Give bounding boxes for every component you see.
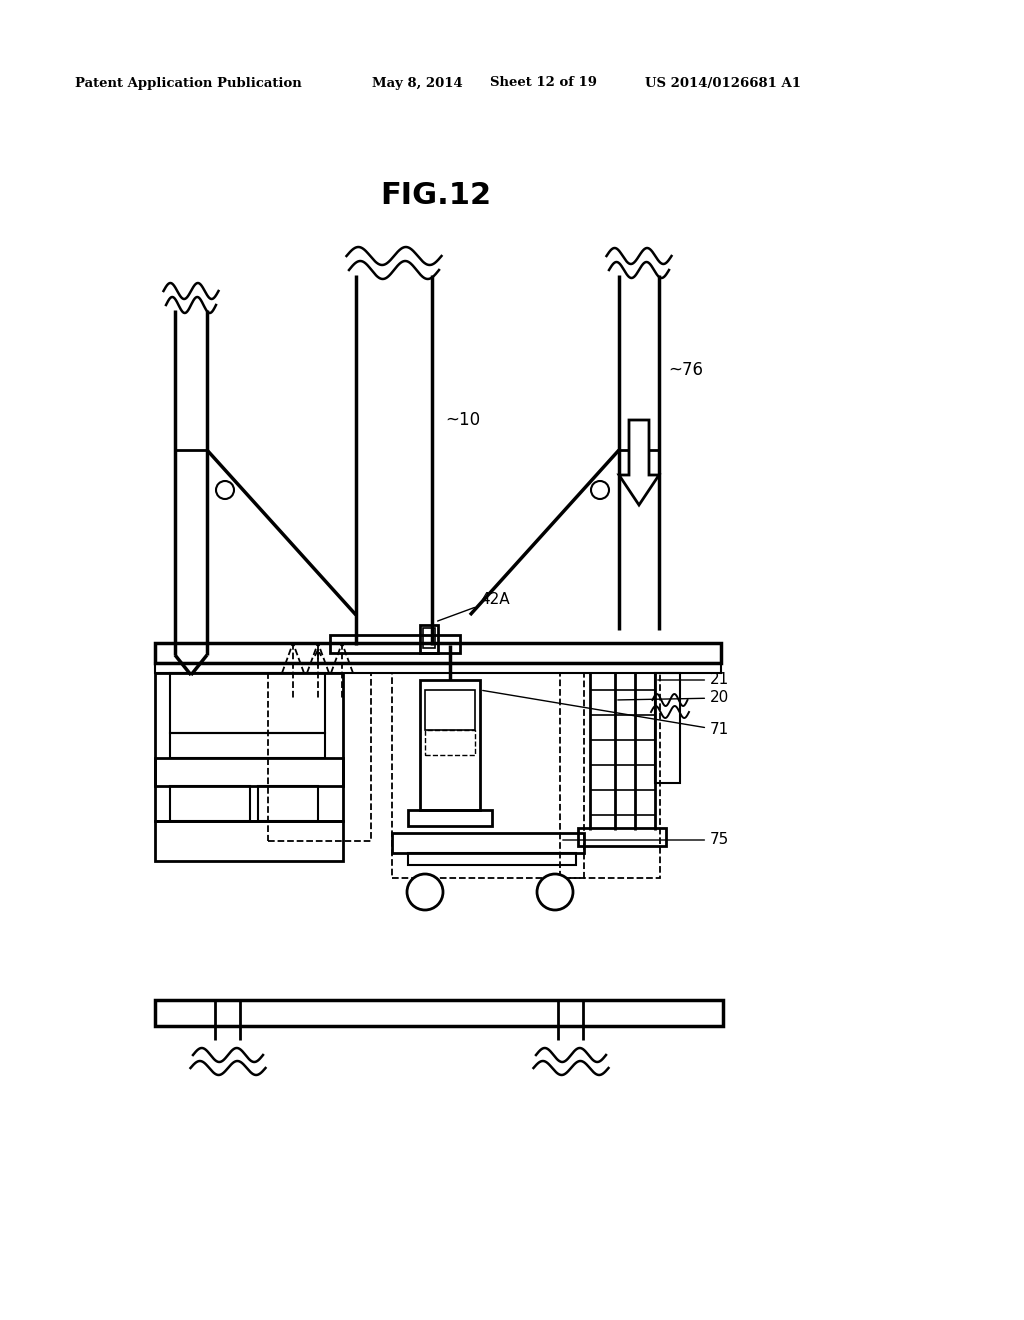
Text: Sheet 12 of 19: Sheet 12 of 19 (490, 77, 597, 90)
Bar (170, 733, 325, 758)
Text: 75: 75 (563, 833, 729, 847)
Bar (423, 628, 435, 648)
Bar (268, 673, 371, 841)
Circle shape (537, 874, 573, 909)
Text: 20: 20 (617, 690, 729, 705)
Bar (425, 730, 475, 755)
Text: 21: 21 (657, 672, 729, 688)
Text: FIG.12: FIG.12 (380, 181, 492, 210)
Bar (155, 673, 343, 821)
Text: May 8, 2014: May 8, 2014 (372, 77, 463, 90)
Bar (155, 821, 343, 861)
Bar (420, 680, 480, 810)
Text: Patent Application Publication: Patent Application Publication (75, 77, 302, 90)
Bar (392, 833, 584, 853)
Bar (330, 635, 460, 653)
Bar (420, 624, 438, 653)
Bar (408, 853, 575, 865)
Text: 71: 71 (482, 690, 729, 738)
Bar (155, 663, 721, 673)
Circle shape (407, 874, 443, 909)
Circle shape (216, 480, 234, 499)
Bar (155, 758, 343, 785)
Text: US 2014/0126681 A1: US 2014/0126681 A1 (645, 77, 801, 90)
Bar (578, 828, 666, 846)
Bar (155, 1001, 723, 1026)
Text: ~10: ~10 (445, 411, 480, 429)
Bar (155, 643, 721, 663)
Text: ~76: ~76 (668, 360, 703, 379)
Bar (425, 690, 475, 730)
Polygon shape (618, 420, 659, 506)
Text: 42A: 42A (437, 593, 510, 620)
Circle shape (591, 480, 609, 499)
Bar (655, 673, 680, 783)
Bar (170, 673, 325, 733)
Bar (392, 673, 584, 878)
Bar (560, 673, 660, 878)
Bar (170, 785, 250, 821)
Bar (258, 785, 318, 821)
Bar (408, 810, 492, 826)
